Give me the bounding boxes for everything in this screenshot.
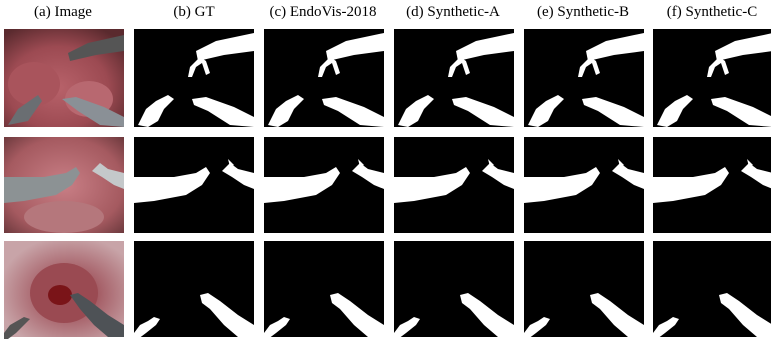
- mask: [524, 241, 644, 339]
- mask: [394, 241, 514, 339]
- column-header: (e) Synthetic-B: [537, 4, 629, 20]
- mask: [394, 137, 514, 233]
- photo: [4, 29, 124, 127]
- column-header: (c) EndoVis-2018: [270, 4, 377, 20]
- mask: [264, 29, 384, 127]
- column-header: (d) Synthetic-A: [406, 4, 500, 20]
- mask: [134, 29, 254, 127]
- column-header: (f) Synthetic-C: [667, 4, 757, 20]
- page: (a) Image (b) GT (c) EndoVis-2018 (d) Sy…: [0, 0, 771, 339]
- photo: [4, 241, 124, 339]
- input-images: [4, 29, 124, 339]
- mask: [134, 241, 254, 339]
- mask: [653, 137, 771, 233]
- mask: [264, 241, 384, 339]
- column-header: (b) GT: [173, 4, 214, 20]
- mask: [134, 137, 254, 233]
- segmentation-masks: [134, 29, 771, 339]
- mask: [264, 137, 384, 233]
- photo: [4, 137, 124, 233]
- mask: [524, 29, 644, 127]
- column-header: (a) Image: [34, 4, 92, 20]
- column-headers: (a) Image (b) GT (c) EndoVis-2018 (d) Sy…: [34, 4, 757, 20]
- figure: (a) Image (b) GT (c) EndoVis-2018 (d) Sy…: [0, 0, 771, 339]
- mask: [524, 137, 644, 233]
- mask: [653, 241, 771, 339]
- mask: [653, 29, 771, 127]
- mask: [394, 29, 514, 127]
